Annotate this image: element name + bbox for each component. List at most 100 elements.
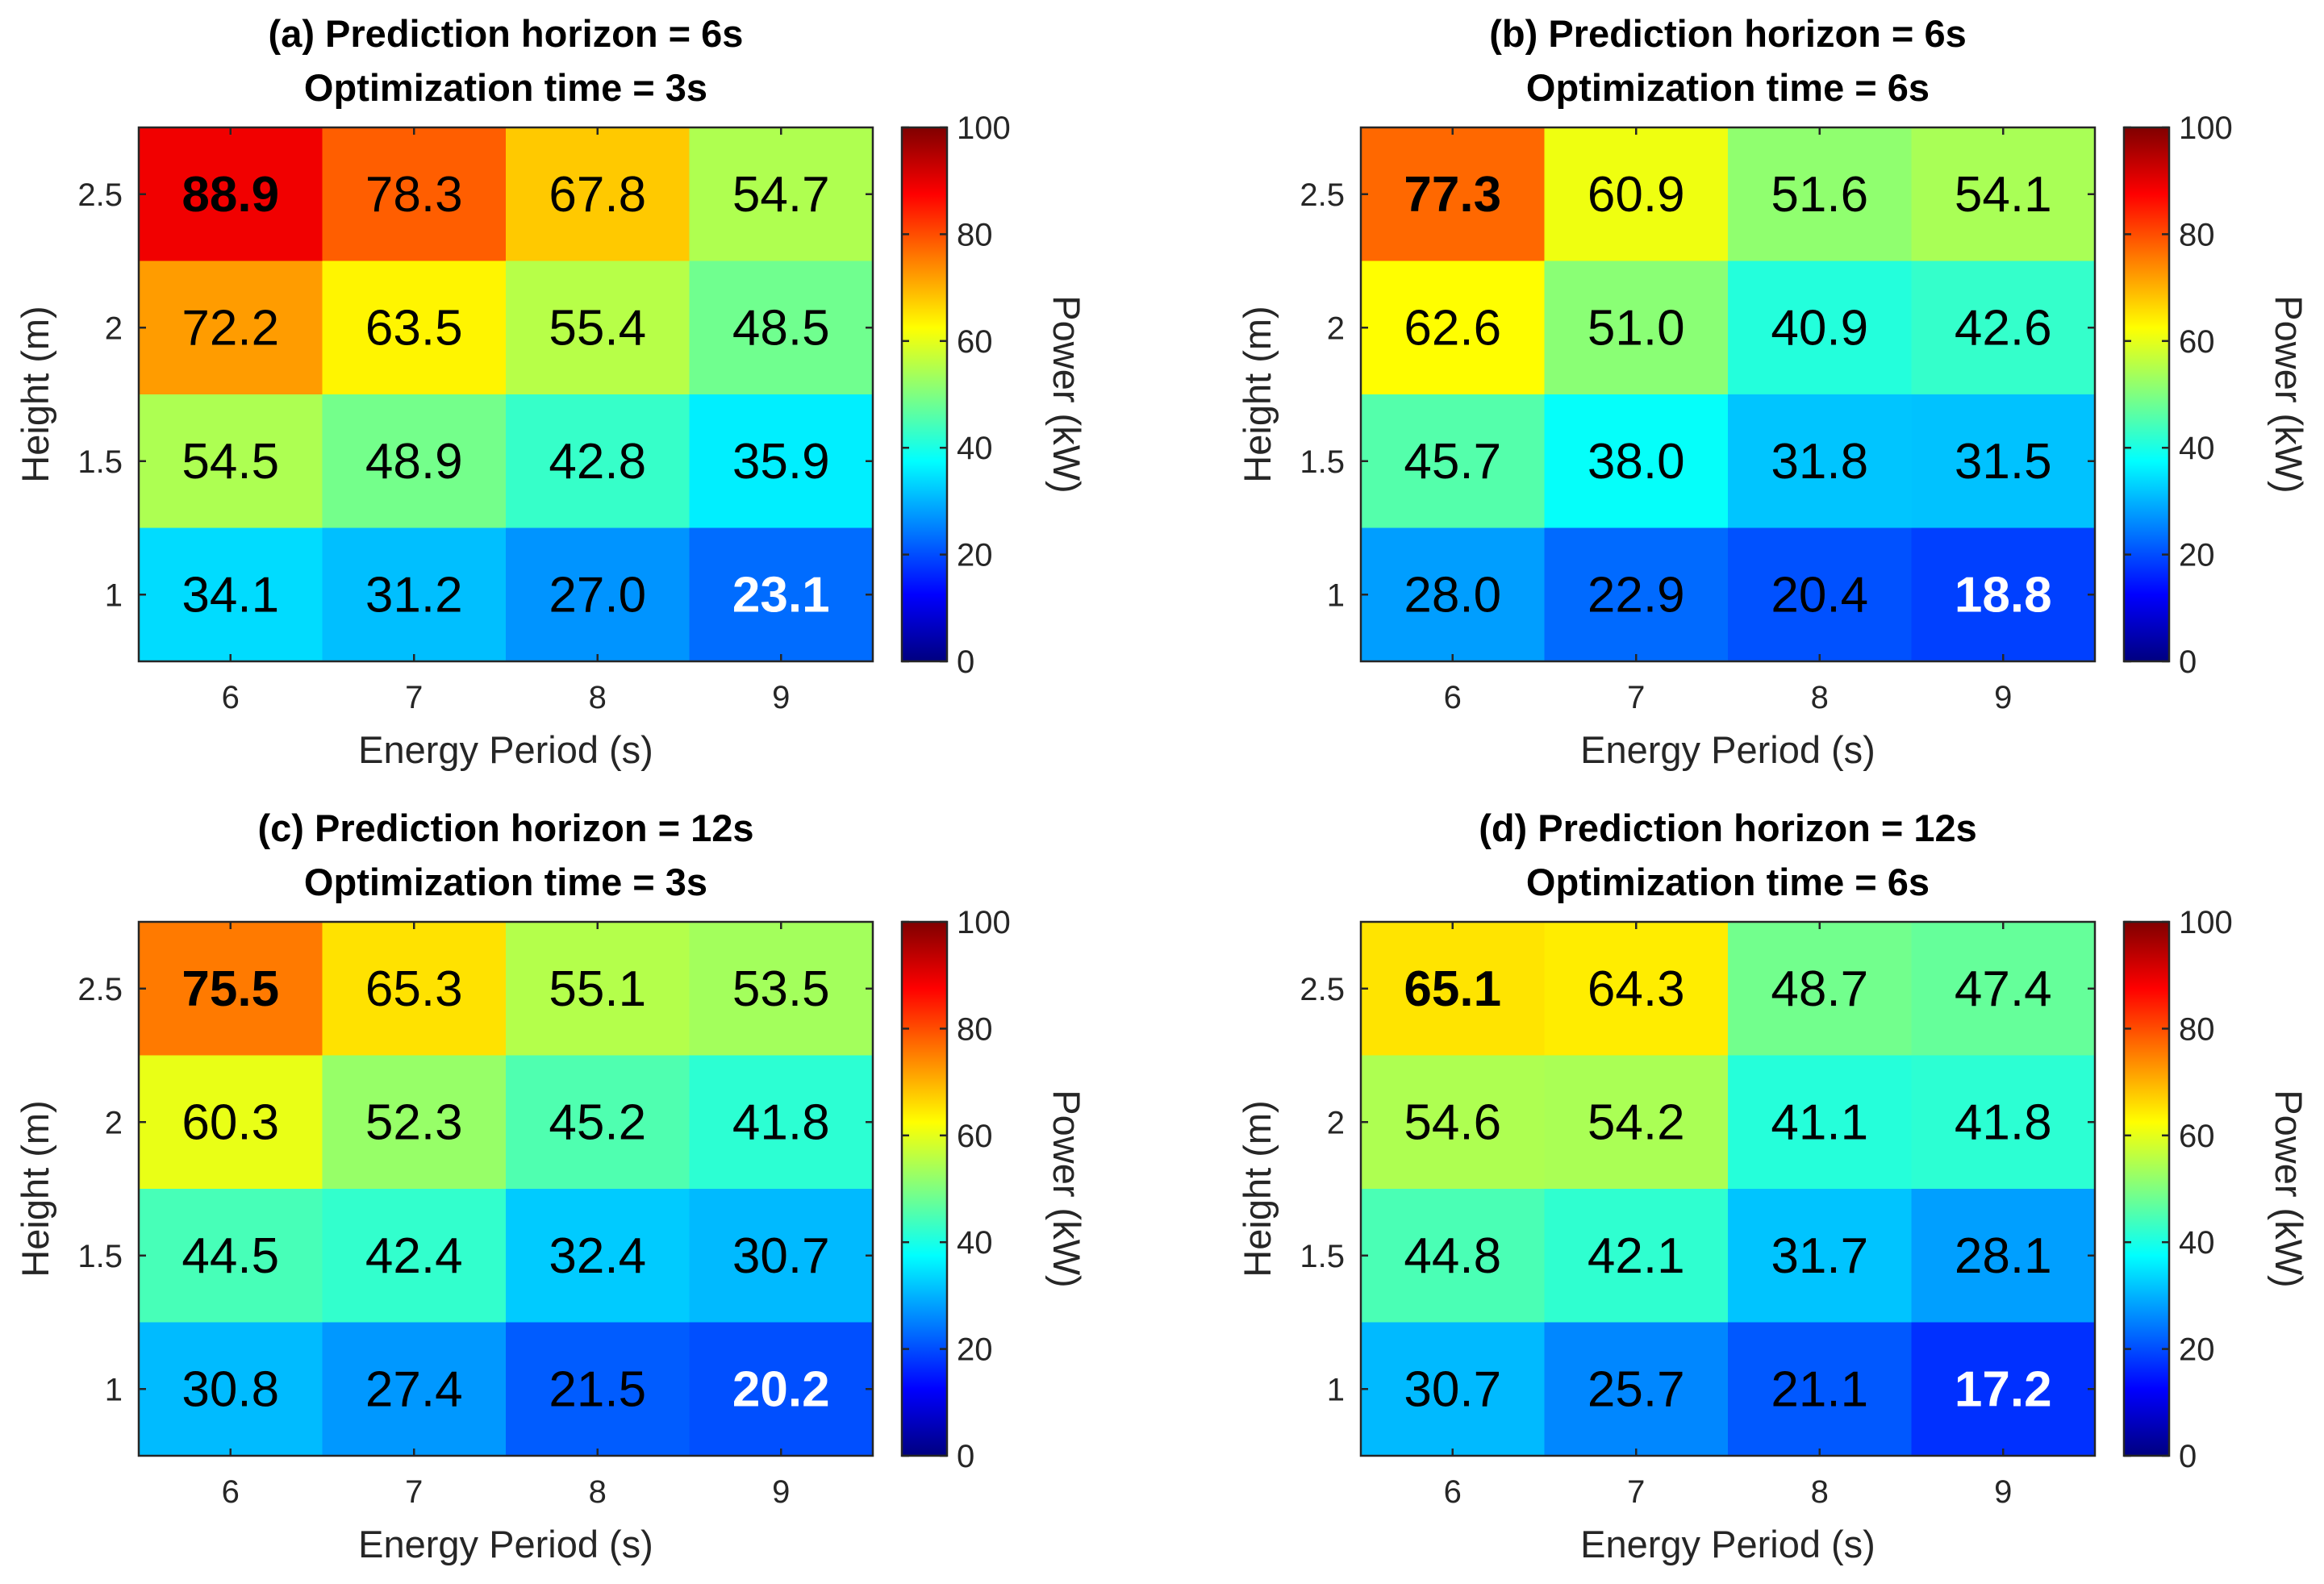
heatmap-cell [1728,922,1912,1056]
cell-value-label: 54.6 [1404,1094,1501,1150]
plot-frame [1359,920,2097,1457]
cell-value-label: 55.4 [549,300,646,356]
cell-value-label: 35.9 [732,434,830,490]
colorbar-label: Power (kW) [2268,295,2310,493]
heatmap-cell [1728,394,1912,528]
heatmap-cell [1911,1189,2096,1323]
cell-value-label: 31.2 [365,567,463,623]
colorbar-label: Power (kW) [1045,295,1088,493]
heatmap-cell [139,1189,323,1323]
heatmap-cell [1544,261,1729,395]
cell-value-label: 42.1 [1588,1228,1685,1284]
cell-value-label: 41.8 [1955,1094,2052,1150]
heatmap-cell [1911,1322,2096,1457]
cell-value-label: 51.0 [1588,300,1685,356]
cell-value-label: 48.5 [732,300,830,356]
heatmap-cell [1728,261,1912,395]
x-tick-label: 7 [405,1474,423,1510]
heatmap-cell [1911,127,2096,261]
cell-value-label: 54.7 [732,167,830,223]
cell-value-label: 72.2 [181,300,279,356]
heatmap-cell [139,922,323,1056]
y-tick-label: 1 [1327,577,1345,613]
cell-value-label: 23.1 [732,567,830,623]
heatmap-cell [322,127,507,261]
heatmap-cell [139,527,323,662]
heatmap-cell [322,1055,507,1190]
chart-title-line: Optimization time = 6s [1526,861,1930,903]
x-tick-label: 8 [1811,680,1829,715]
cell-value-label: 65.3 [365,961,463,1017]
cell-value-label: 54.2 [1588,1094,1685,1150]
cell-value-label: 21.5 [549,1361,646,1417]
heatmap-cell [322,1189,507,1323]
y-axis-label: Height (m) [1236,306,1279,482]
heatmap-cell [1544,527,1729,662]
y-tick-label: 2 [105,1105,123,1140]
heatmap-cell [689,1322,874,1457]
heatmap-cell [506,127,690,261]
heatmap-cell [1361,527,1545,662]
chart-title-line: Optimization time = 3s [304,861,707,903]
x-tick-label: 8 [589,680,607,715]
heatmap-cell [1911,1055,2096,1190]
y-tick-label: 2.5 [77,177,123,213]
colorbar-label: Power (kW) [2268,1090,2310,1287]
y-tick-label: 2 [105,311,123,346]
cell-value-label: 31.5 [1955,434,2052,490]
x-tick-label: 6 [222,680,240,715]
heatmap-cell [1544,127,1729,261]
x-tick-label: 8 [1811,1474,1829,1510]
colorbar-tick-label: 80 [957,1011,993,1047]
y-tick-label: 2 [1327,311,1345,346]
colorbar-label: Power (kW) [1045,1090,1088,1287]
cell-value-label: 77.3 [1404,167,1501,223]
x-tick-label: 8 [589,1474,607,1510]
x-tick-label: 7 [405,680,423,715]
heatmap-cell [1361,1322,1545,1457]
heatmap-cell [1361,394,1545,528]
x-axis-label: Energy Period (s) [1580,1523,1875,1565]
x-tick-label: 6 [1444,680,1462,715]
colorbar-tick-label: 80 [957,217,993,252]
cell-value-label: 88.9 [181,167,279,223]
heatmap-cell [139,261,323,395]
cell-value-label: 45.7 [1404,434,1501,490]
heatmap-cell [1544,1322,1729,1457]
cell-value-label: 42.4 [365,1228,463,1284]
heatmap-cell [506,261,690,395]
panel-b: 77.3 60.9 51.6 54.1 62.6 51.0 40.9 42.6 45.7 38.0… [1236,12,2310,771]
heatmap-cell [689,527,874,662]
cell-value-label: 54.1 [1955,167,2052,223]
heatmap-cell [689,127,874,261]
colorbar [2124,922,2169,1456]
cell-value-label: 28.1 [1955,1228,2052,1284]
cell-value-label: 48.9 [365,434,463,490]
heatmap-cell [139,1322,323,1457]
cell-value-label: 27.0 [549,567,646,623]
cell-value-label: 22.9 [1588,567,1685,623]
cell-value-label: 31.8 [1771,434,1868,490]
cell-value-label: 41.8 [732,1094,830,1150]
heatmap-cell [506,1055,690,1190]
x-tick-label: 9 [772,1474,790,1510]
cell-value-label: 21.1 [1771,1361,1868,1417]
y-axis-label: Height (m) [14,306,56,482]
y-axis-label: Height (m) [1236,1100,1279,1277]
colorbar-tick-label: 0 [957,1439,974,1474]
colorbar-tick-label: 40 [2179,431,2215,466]
colorbar-tick-label: 80 [2179,1011,2215,1047]
heatmap-cell [1544,922,1729,1056]
y-tick-label: 1 [105,577,123,613]
y-tick-label: 2.5 [1300,972,1345,1007]
heatmap-cell [1544,1189,1729,1323]
plot-frame [1359,126,2097,663]
heatmap-cell [1361,127,1545,261]
cell-value-label: 54.5 [181,434,279,490]
colorbar-tick-label: 0 [957,644,974,680]
cell-value-label: 75.5 [181,961,279,1017]
heatmap-cell [1361,1055,1545,1190]
chart-title-line: (c) Prediction horizon = 12s [257,807,753,849]
y-tick-label: 1.5 [77,1239,123,1274]
